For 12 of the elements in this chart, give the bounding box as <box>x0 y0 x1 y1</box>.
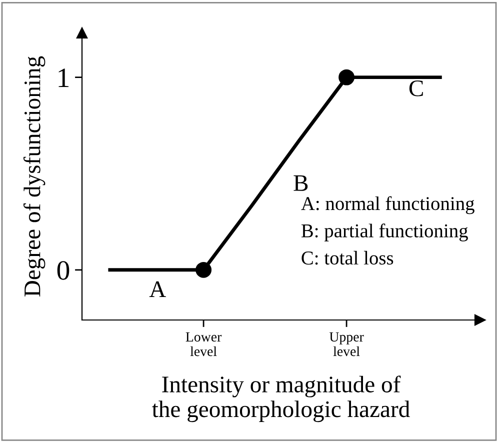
annotation: B: partial functioning <box>301 224 468 242</box>
x-tick-label: Lower level <box>186 332 222 356</box>
annotation: A <box>149 281 166 297</box>
annotation: C <box>409 80 423 96</box>
x-tick-label: Upper level <box>329 332 364 356</box>
annotation: B <box>294 175 308 191</box>
y-axis-title: Degree of dysfunctioning <box>23 56 46 296</box>
y-tick-label: 0 <box>57 261 70 280</box>
annotation: A: normal functioning <box>301 196 474 214</box>
annotation: C: total loss <box>302 250 394 265</box>
y-tick-label: 1 <box>58 68 69 87</box>
x-axis-title: Intensity or magnitude of the geomorphologic hazard <box>152 376 410 422</box>
